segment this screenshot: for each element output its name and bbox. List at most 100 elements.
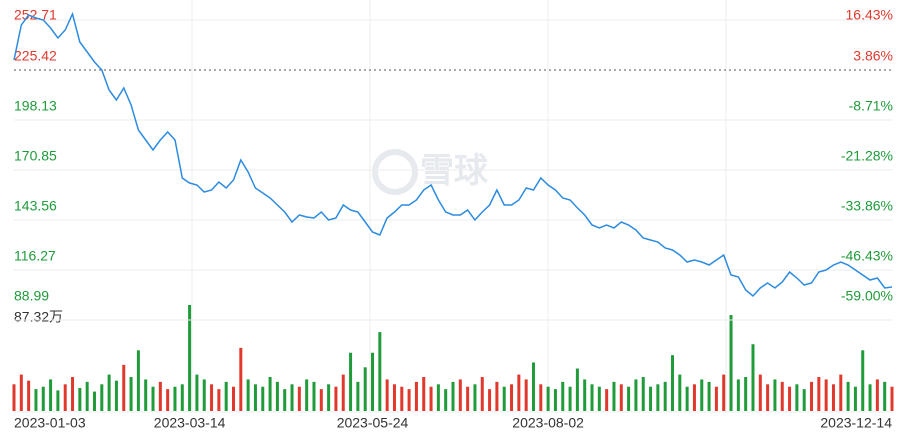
y-tick-label: 88.99: [14, 288, 49, 304]
watermark-logo: [372, 149, 418, 195]
volume-bar: [78, 387, 82, 411]
y-tick-label: 143.56: [14, 198, 57, 214]
volume-bar: [210, 384, 214, 411]
volume-bar: [758, 374, 762, 411]
volume-bar: [853, 386, 857, 411]
volume-bar: [327, 384, 331, 411]
volume-bar: [524, 379, 528, 411]
volume-bar: [868, 384, 872, 411]
volume-bar: [773, 379, 777, 411]
volume-bar: [217, 389, 221, 411]
volume-bar: [136, 350, 140, 411]
volume-bar: [363, 367, 367, 411]
volume-bar: [129, 377, 133, 411]
volume-bar: [802, 389, 806, 411]
volume-bar: [305, 379, 309, 411]
volume-bar: [575, 368, 579, 411]
volume-bar: [173, 386, 177, 411]
volume-bar: [788, 386, 792, 411]
volume-bar: [166, 389, 170, 411]
volume-bar: [19, 374, 23, 411]
volume-bar: [685, 386, 689, 411]
volume-bar: [671, 355, 674, 411]
volume-bar: [414, 381, 418, 411]
volume-bar: [356, 381, 360, 411]
volume-bar: [297, 386, 301, 411]
volume-bar: [444, 389, 448, 411]
volume-bar: [861, 350, 865, 411]
volume-bar: [561, 381, 565, 411]
volume-bar: [744, 377, 748, 411]
volume-bar: [539, 384, 543, 411]
volume-bar: [546, 386, 550, 411]
x-tick-label: 2023-12-14: [820, 415, 892, 431]
y2-tick-label: -21.28%: [841, 148, 893, 164]
volume-bar: [261, 386, 265, 411]
x-tick-label: 2023-01-03: [14, 415, 86, 431]
volume-bar: [568, 386, 572, 411]
volume-bar: [407, 389, 411, 411]
y2-tick-label: -59.00%: [841, 288, 893, 304]
volume-bar: [839, 374, 843, 411]
watermark: 雪球: [372, 149, 489, 195]
volume-bar: [188, 305, 192, 411]
volume-bar: [495, 381, 499, 411]
y-tick-label: 116.27: [14, 248, 56, 264]
volume-bar: [122, 364, 126, 411]
volume-bar: [27, 380, 31, 411]
volume-bar: [692, 384, 696, 411]
volume-bar: [722, 374, 726, 411]
volume-bar: [436, 384, 440, 411]
volume-bar: [634, 379, 638, 411]
volume-bar: [627, 386, 631, 411]
volume-bar: [707, 381, 711, 411]
volume-bar: [195, 374, 199, 411]
volume-bar: [334, 386, 338, 411]
volume-bar: [253, 384, 257, 411]
volume-bar: [429, 386, 433, 411]
volume-bar: [831, 384, 835, 411]
volume-bar: [246, 379, 250, 411]
volume-bar: [56, 390, 60, 411]
volume-bar: [341, 374, 345, 411]
volume-bar: [312, 381, 316, 411]
volume-bar: [729, 315, 733, 411]
volume-bar: [466, 386, 470, 411]
volume-bar: [883, 381, 887, 411]
volume-bar: [371, 352, 375, 411]
volume-bar: [766, 384, 770, 411]
volume-bar: [605, 389, 609, 411]
y2-tick-label: -33.86%: [841, 198, 893, 214]
volume-bar: [824, 379, 828, 411]
volume-bar: [283, 389, 287, 411]
volume-bar: [92, 391, 96, 411]
y-tick-label: 87.32万: [14, 309, 63, 325]
price-line: [13, 11, 893, 298]
vertical-grid: [14, 0, 893, 413]
volume-bar: [114, 380, 118, 411]
volume-bar: [12, 384, 16, 411]
watermark-text: 雪球: [420, 152, 489, 190]
volume-bar: [275, 381, 279, 411]
volume-bar: [100, 384, 104, 411]
x-tick-label: 2023-05-24: [337, 415, 409, 431]
volume-bar: [144, 379, 148, 411]
volume-bar: [224, 381, 228, 411]
volume-bar: [751, 344, 755, 411]
x-tick-label: 2023-08-02: [512, 415, 584, 431]
volume-bar: [473, 384, 477, 411]
volume-bar: [34, 389, 38, 411]
volume-bar: [385, 379, 389, 411]
volume-bar: [517, 374, 521, 411]
volume-bar: [590, 384, 594, 411]
volume-bar: [875, 379, 879, 411]
volume-bar: [239, 347, 243, 411]
volume-bar: [714, 386, 718, 411]
volume-bar: [649, 386, 653, 411]
volume-bar: [41, 386, 45, 411]
y2-tick-label: -8.71%: [849, 98, 893, 114]
volume-bar: [619, 384, 623, 411]
volume-bar: [846, 381, 850, 411]
volume-bar: [531, 362, 535, 411]
volume-bar: [349, 352, 353, 411]
